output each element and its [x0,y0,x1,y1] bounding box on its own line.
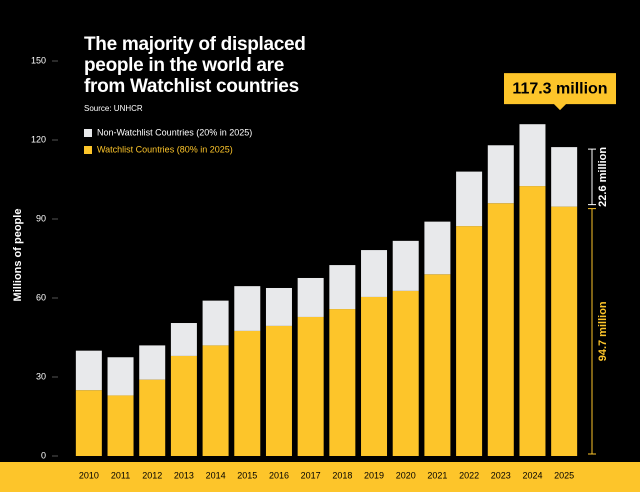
bar-segment [170,323,197,356]
bar-segment [392,290,419,456]
legend-label: Non-Watchlist Countries (20% in 2025) [97,127,252,137]
bar-segment [75,390,102,456]
bar-segment [424,221,451,275]
x-tick-label: 2020 [396,470,416,480]
y-tick-label: 120 [31,134,46,144]
bar-segment [297,316,324,456]
callout-text: 117.3 million [512,80,607,97]
x-tick-label: 2018 [332,470,352,480]
x-tick-label: 2019 [364,470,384,480]
x-tick-label: 2016 [269,470,289,480]
bar-segment [139,379,166,456]
x-tick-label: 2013 [174,470,194,480]
bar-segment [202,300,229,346]
x-tick-label: 2012 [142,470,162,480]
bar-segment [519,124,546,187]
bar-segment [107,395,134,456]
bar-segment [424,274,451,456]
bar-segment [329,309,356,456]
bar-segment [75,350,102,391]
bar-segment [234,330,261,456]
legend-swatch [84,146,92,154]
bar-segment [519,186,546,457]
bar-segment [392,240,419,291]
bar-segment [297,277,324,317]
chart-subtitle: Source: UNHCR [84,104,143,113]
legend-label: Watchlist Countries (80% in 2025) [97,144,233,154]
bar-segment [234,286,261,331]
y-tick-label: 90 [36,213,46,223]
x-axis-band [0,462,640,492]
legend-swatch [84,129,92,137]
value-label: 94.7 million [597,301,609,361]
chart-title: The majority of displaced people in the … [84,34,306,97]
bar-segment [551,147,578,207]
x-tick-label: 2025 [554,470,574,480]
x-tick-label: 2022 [459,470,479,480]
x-tick-label: 2023 [491,470,511,480]
bar-segment [456,226,483,456]
y-axis-label: Millions of people [12,209,24,302]
y-tick-label: 150 [31,55,46,65]
x-tick-label: 2010 [79,470,99,480]
x-tick-label: 2014 [206,470,226,480]
bar-segment [265,287,292,326]
x-tick-label: 2024 [522,470,542,480]
bar-segment [487,145,514,204]
bar-segment [139,345,166,380]
bar-segment [265,325,292,456]
x-tick-label: 2017 [301,470,321,480]
bar-segment [202,345,229,456]
x-tick-label: 2015 [237,470,257,480]
value-label: 22.6 million [597,147,609,207]
bar-segment [170,355,197,456]
x-tick-label: 2011 [111,470,130,480]
bar-segment [329,265,356,310]
bar-segment [107,357,134,396]
bar-segment [487,203,514,456]
x-tick-label: 2021 [427,470,447,480]
y-tick-label: 0 [41,450,46,460]
bar-segment [456,171,483,227]
callout-box [504,73,616,111]
bar-segment [361,296,388,456]
y-tick-label: 30 [36,371,46,381]
y-tick-label: 60 [36,292,46,302]
bar-segment [551,206,578,456]
bar-segment [361,250,388,297]
